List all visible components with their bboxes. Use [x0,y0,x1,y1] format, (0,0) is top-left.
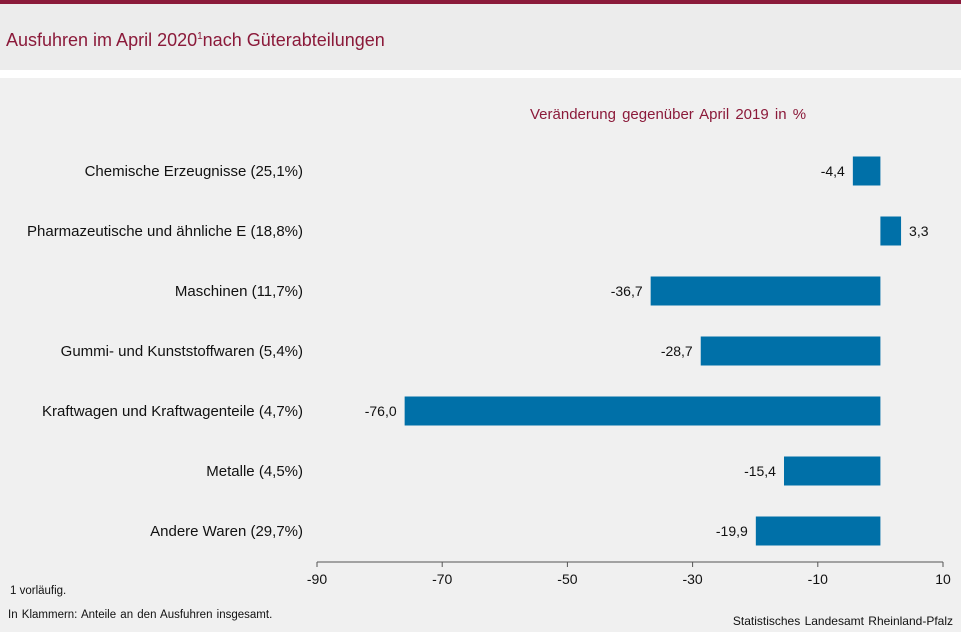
bar [880,216,902,246]
bar [783,456,881,486]
x-tick-label: 10 [935,571,951,587]
category-label: Metalle (4,5%) [206,463,303,480]
value-label: -15,4 [744,463,776,479]
footnote-preliminary: 1 vorläufig. [10,585,67,597]
category-label: Chemische Erzeugnisse (25,1%) [85,163,303,180]
header-separator [0,70,961,78]
value-label: -36,7 [611,283,643,299]
page-title: Ausfuhren im April 20201nach Güterabteil… [6,30,385,51]
category-label: Pharmazeutische und ähnliche E (18,8%) [27,223,303,240]
value-label: -28,7 [661,343,693,359]
bar [755,516,881,546]
x-tick-label: -70 [432,571,452,587]
source-credit: Statistisches Landesamt Rheinland-Pfalz [732,614,953,628]
footnote-shares: In Klammern: Anteile an den Ausfuhren in… [8,609,273,621]
x-tick-label: -50 [557,571,577,587]
value-label: 3,3 [909,223,929,239]
title-footnote-marker: 1 [197,31,203,42]
value-label: -19,9 [716,523,748,539]
page-title-main: Ausfuhren im April 2020 [6,30,198,50]
x-tick-label: -90 [307,571,327,587]
category-label: Andere Waren (29,7%) [150,523,303,540]
category-label: Kraftwagen und Kraftwagenteile (4,7%) [42,403,303,420]
bar [404,396,881,426]
bar [700,336,881,366]
header-band [0,4,961,70]
chart-subtitle: Veränderung gegenüber April 2019 in % [530,106,807,123]
category-label: Gummi- und Kunststoffwaren (5,4%) [61,343,303,360]
bar [650,276,881,306]
x-tick-label: -10 [808,571,828,587]
value-label: -4,4 [821,163,845,179]
page-title-suffix: nach Güterabteilungen [202,30,385,50]
bar [852,156,881,186]
top-rule [0,0,961,4]
category-label: Maschinen (11,7%) [175,283,303,300]
x-tick-label: -30 [682,571,702,587]
value-label: -76,0 [365,403,397,419]
